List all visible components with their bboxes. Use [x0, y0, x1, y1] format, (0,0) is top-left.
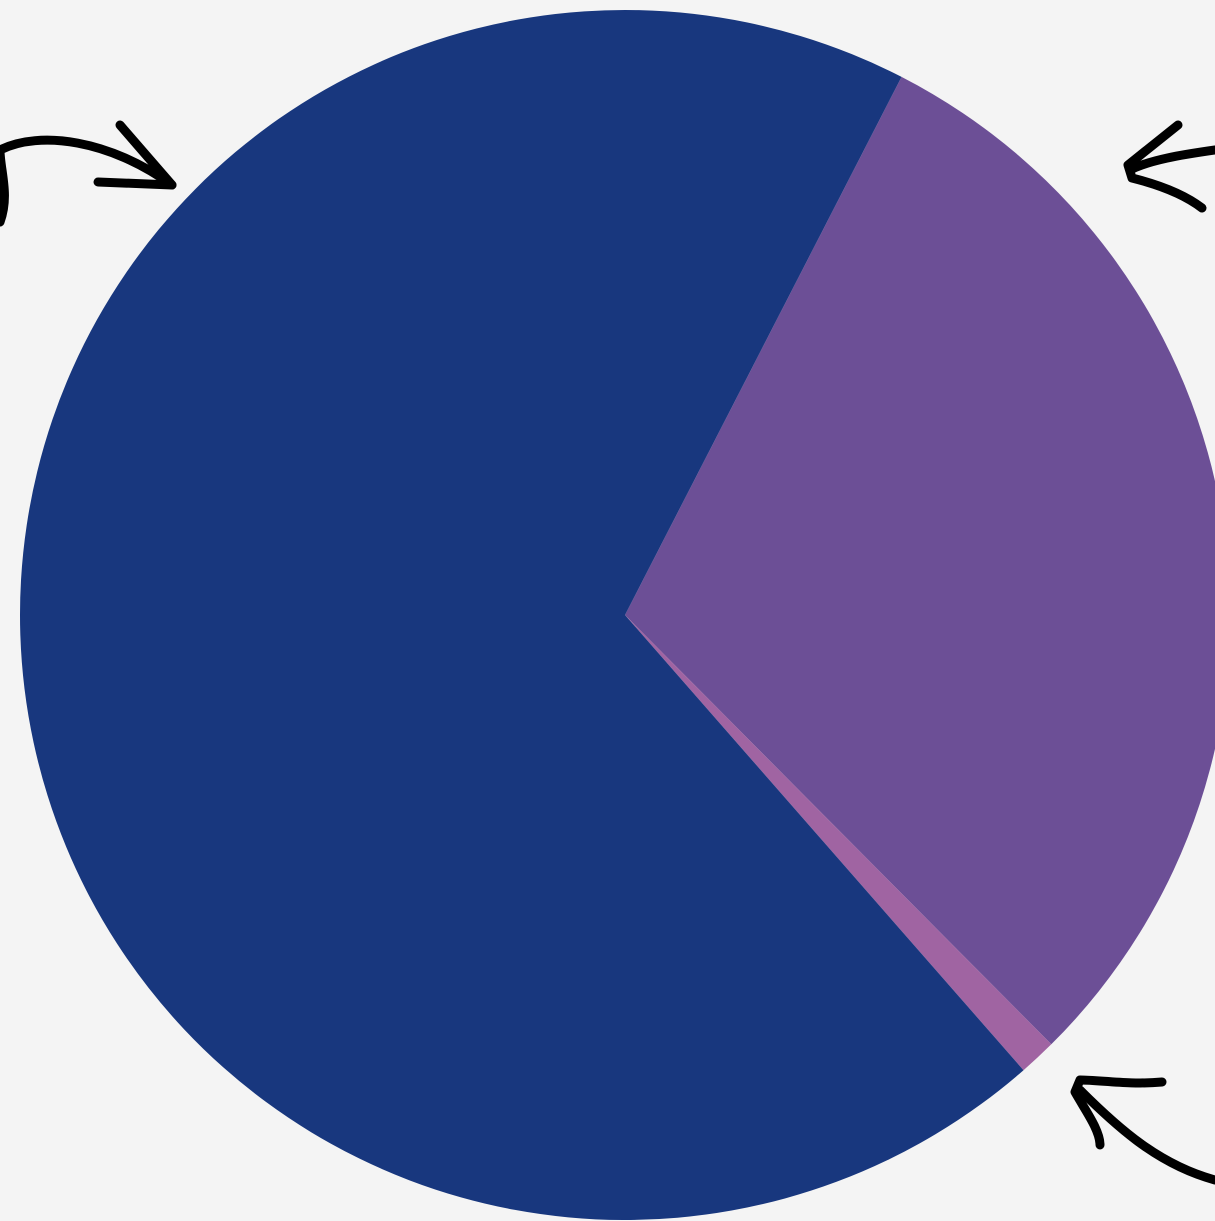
arrowhead-top-right: [1123, 120, 1207, 213]
pie-slice: [625, 76, 1215, 1045]
pie-slice: [625, 615, 1052, 1071]
arrow-top-left: [0, 135, 177, 227]
arrowhead-bottom-right: [1070, 1075, 1167, 1150]
pie-slice: [19, 9, 1024, 1221]
decorative-arrows: [0, 120, 1215, 1185]
pie: [19, 9, 1215, 1221]
arrow-bottom-right: [1075, 1085, 1215, 1185]
arrowhead-top-left: [93, 120, 177, 190]
arrow-top-right: [1125, 145, 1215, 175]
